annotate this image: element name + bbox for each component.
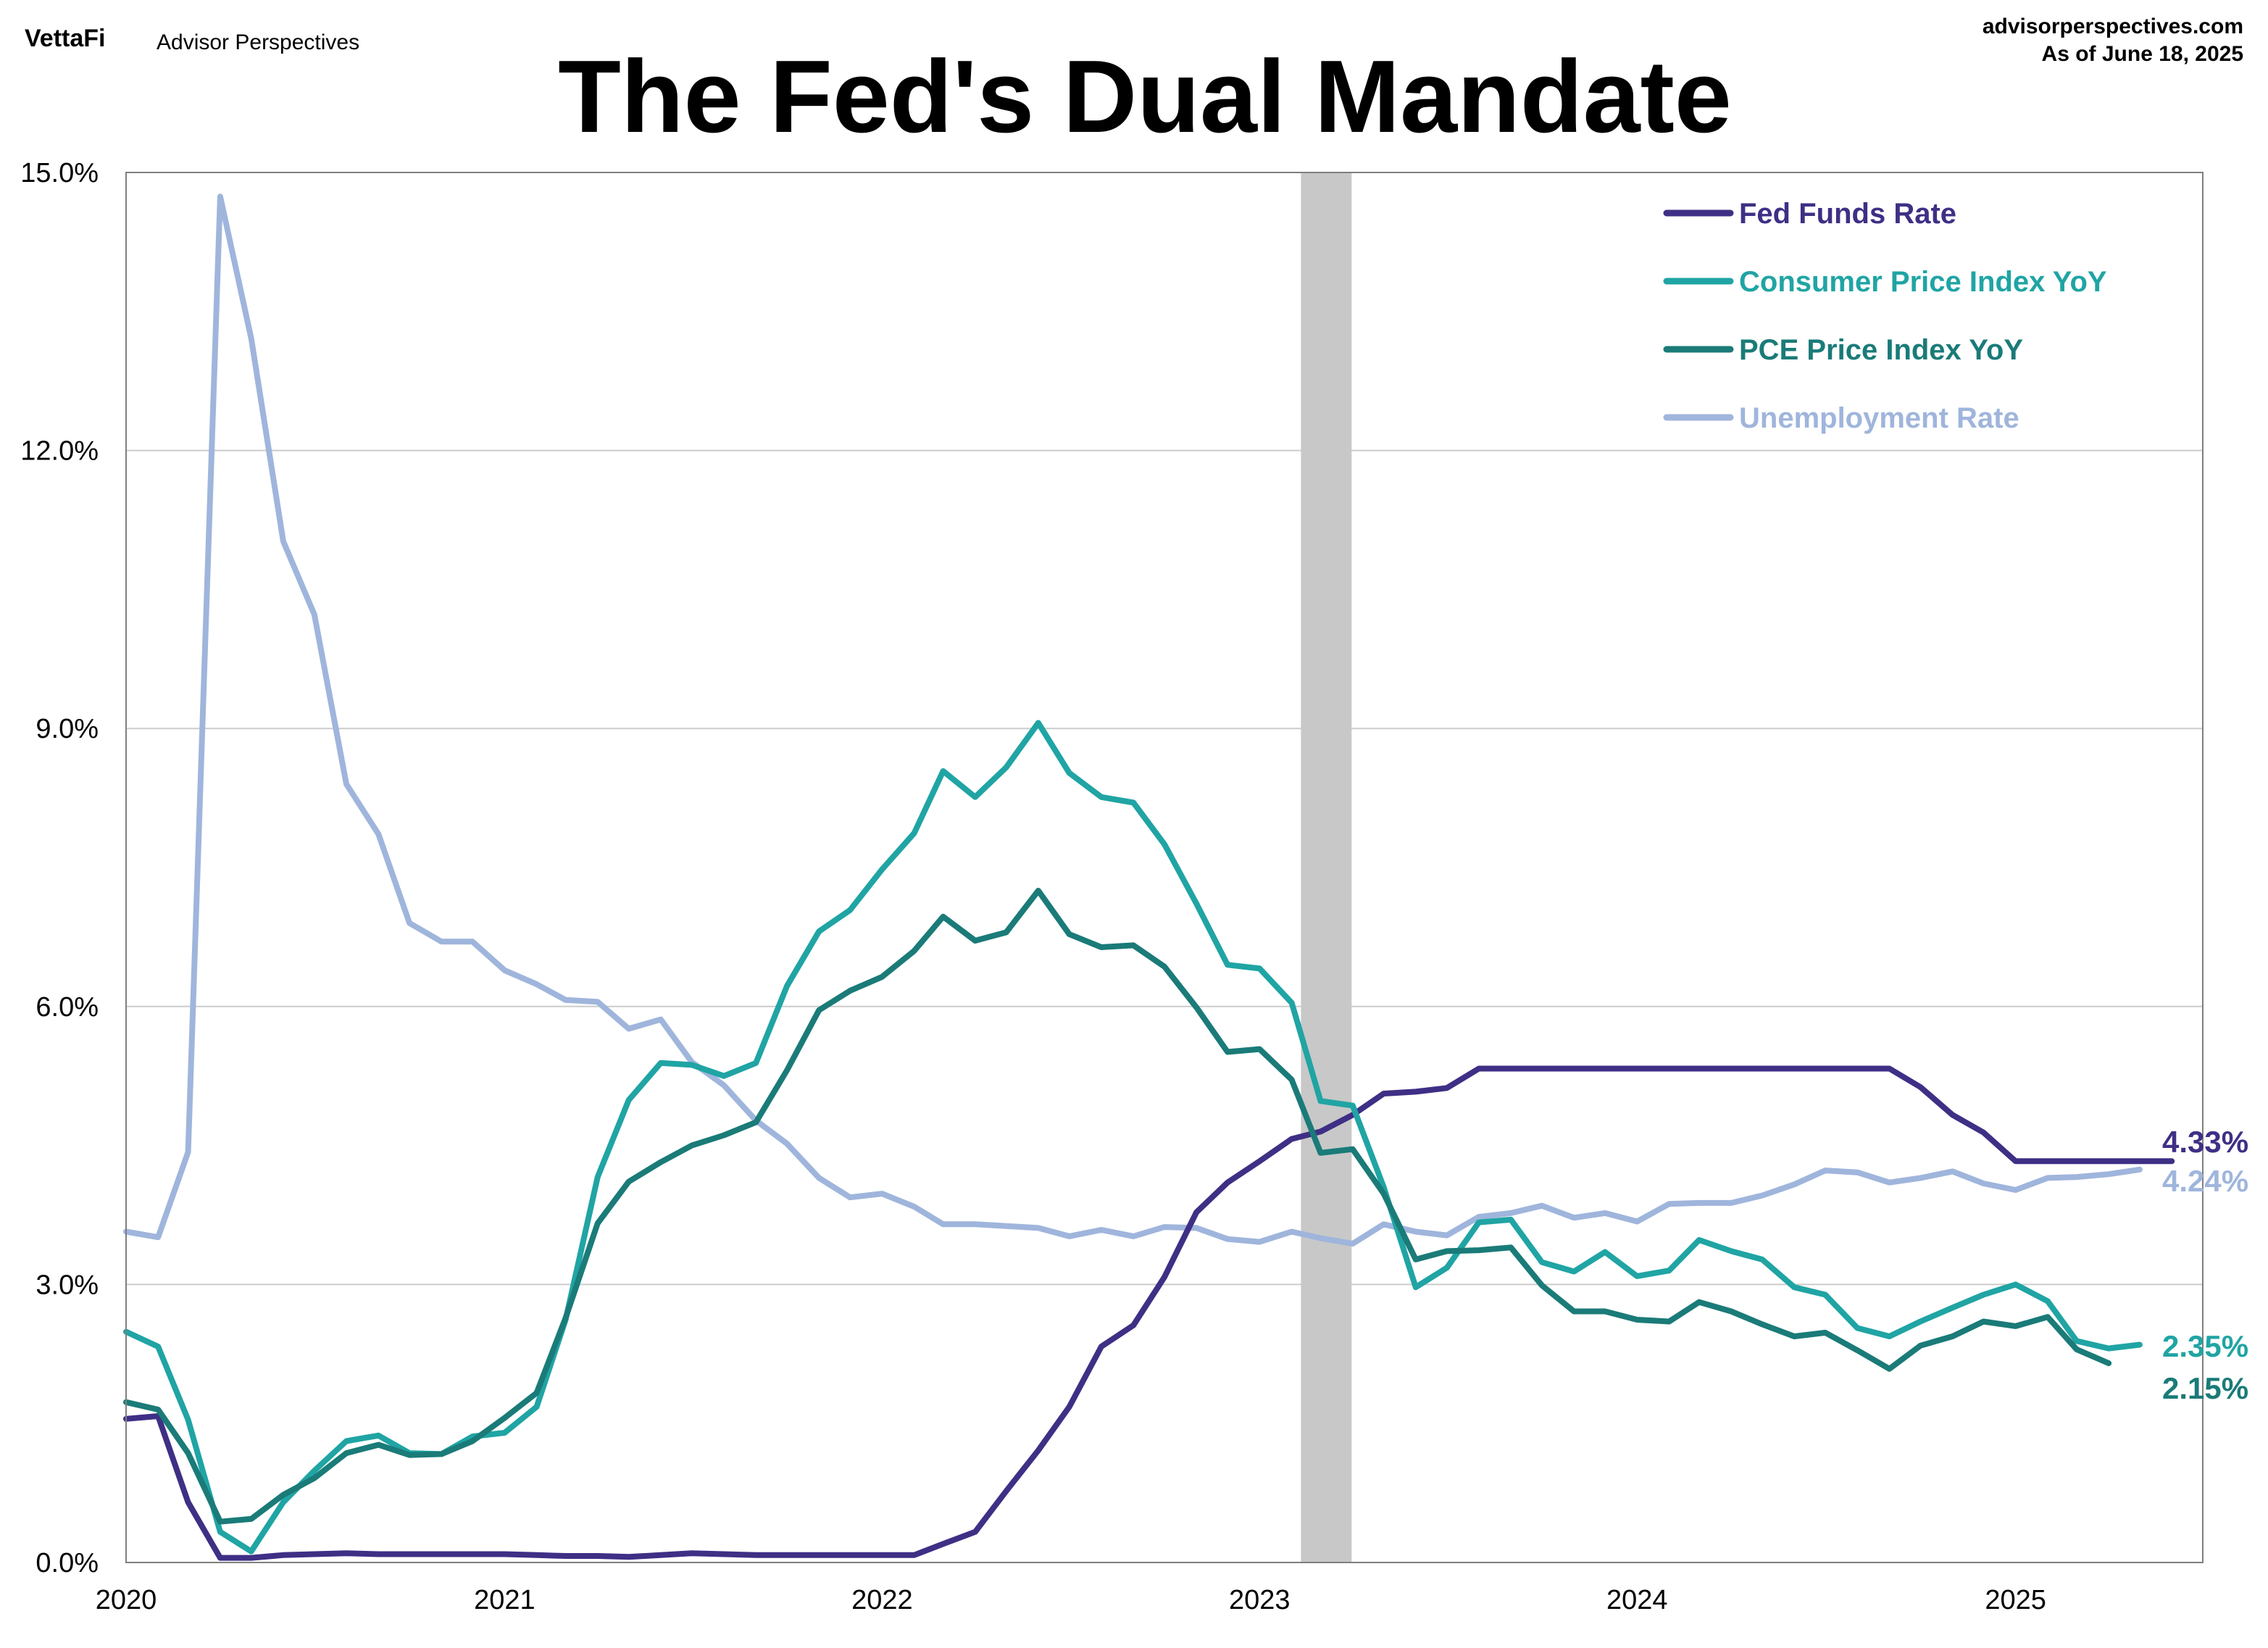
source-site: advisorperspectives.com (1983, 14, 2243, 38)
shaded-region-layer (1301, 172, 1352, 1562)
series-line-fed-funds (123, 1065, 2175, 1561)
y-tick-label: 0.0% (36, 1548, 99, 1578)
chart-title: The Fed's Dual Mandate (558, 39, 1732, 154)
brand-name: Advisor Perspectives (157, 30, 359, 54)
x-tick-label: 2023 (1229, 1585, 1291, 1615)
series-line-pce (123, 888, 2112, 1525)
end-label-unemployment: 4.24% (2162, 1164, 2248, 1198)
end-label-pce: 2.15% (2162, 1371, 2248, 1405)
y-tick-label: 6.0% (36, 992, 99, 1023)
y-tick-label: 9.0% (36, 714, 99, 744)
x-tick-label: 2025 (1985, 1585, 2046, 1615)
series-line-unemployment (123, 193, 2143, 1247)
legend-label-cpi: Consumer Price Index YoY (1739, 266, 2107, 298)
axis-tick-labels: 0.0% 3.0% 6.0% 9.0% 12.0% 15.0% 2020 2021 2022 20… (20, 158, 2046, 1615)
x-tick-label: 2021 (474, 1585, 535, 1615)
legend-label-pce: PCE Price Index YoY (1739, 334, 2023, 366)
series-line-cpi (123, 720, 2143, 1555)
shaded-region (1301, 172, 1352, 1562)
end-label-cpi: 2.35% (2162, 1329, 2248, 1363)
end-label-fed-funds: 4.33% (2162, 1125, 2248, 1159)
plot-frame (125, 172, 2204, 1563)
end-value-labels: 4.33% 2.35% 2.15% 4.24% (2162, 1125, 2248, 1405)
x-tick-label: 2020 (96, 1585, 157, 1615)
gridlines (126, 449, 2203, 1286)
legend-label-fed-funds: Fed Funds Rate (1739, 198, 1956, 230)
legend-label-unemployment: Unemployment Rate (1739, 402, 2019, 434)
vettafi-logo: VettaFi (25, 25, 105, 52)
x-tick-label: 2022 (851, 1585, 913, 1615)
x-tick-label: 2024 (1606, 1585, 1668, 1615)
y-tick-label: 3.0% (36, 1270, 99, 1300)
series-lines (123, 193, 2175, 1561)
as-of-date: As of June 18, 2025 (2042, 42, 2243, 66)
y-tick-label: 12.0% (20, 436, 99, 467)
legend: Fed Funds Rate Consumer Price Index YoY PC… (1663, 198, 2107, 434)
y-tick-label: 15.0% (20, 158, 99, 188)
